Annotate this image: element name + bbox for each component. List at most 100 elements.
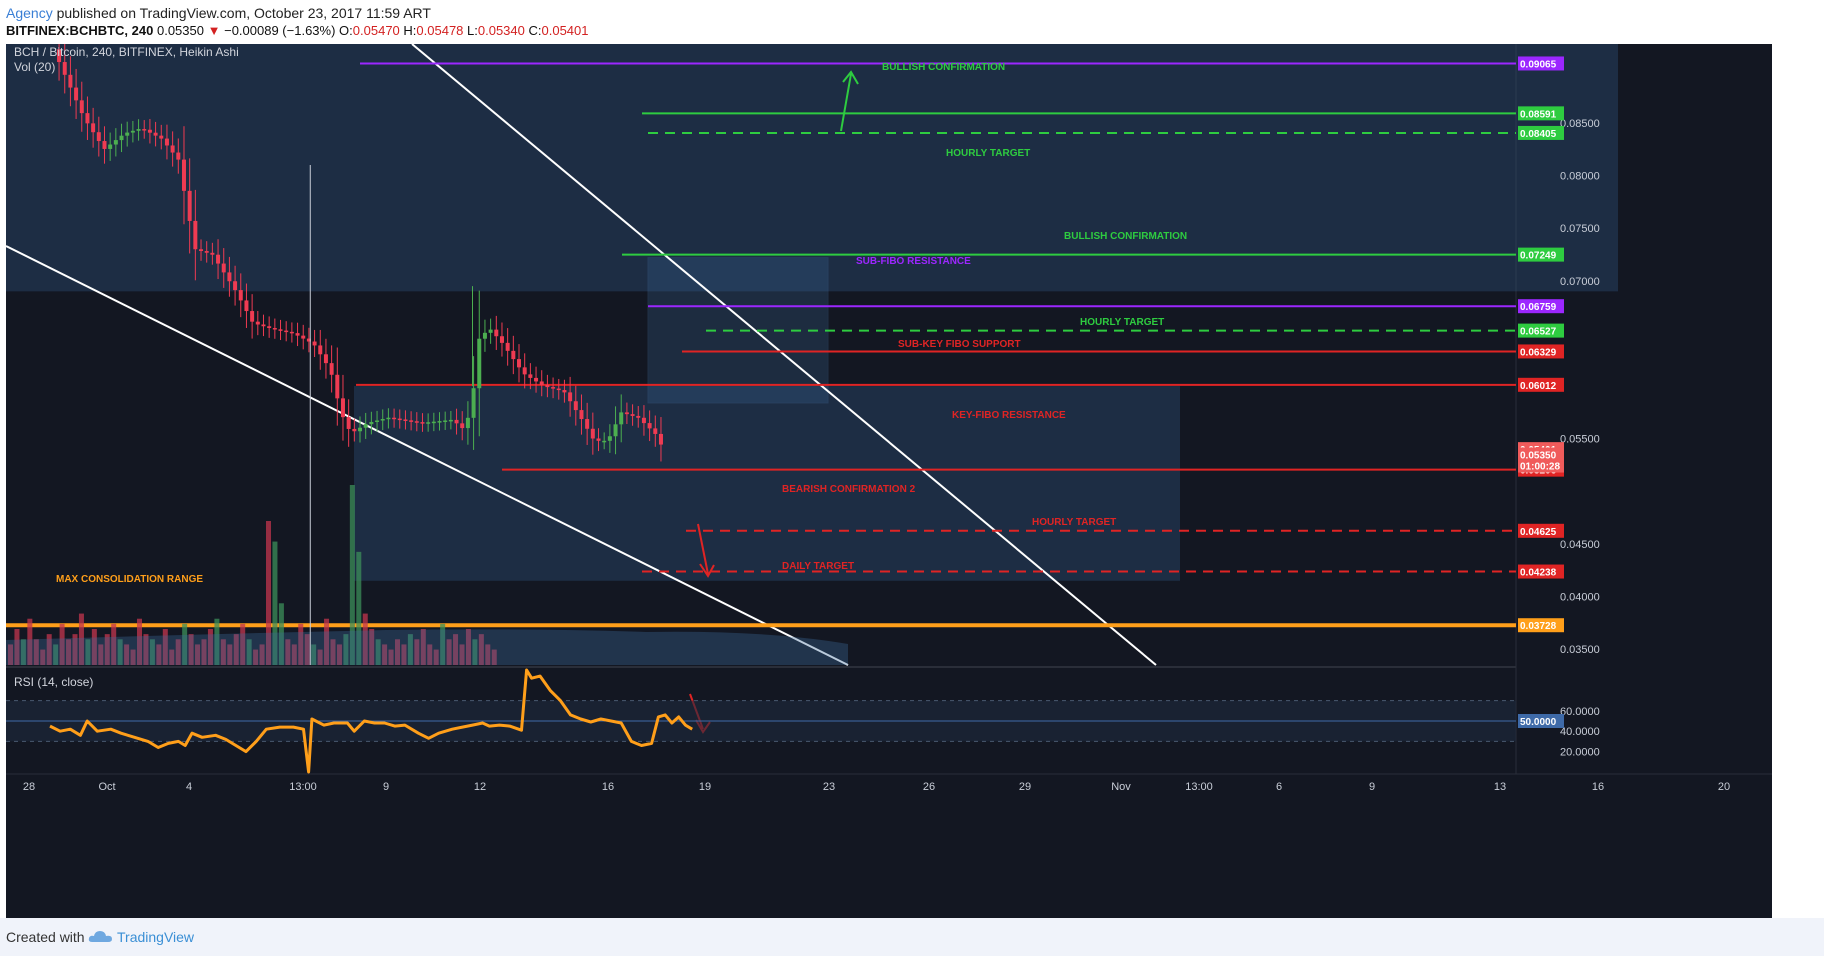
- volume-bar: [440, 623, 446, 665]
- candle-body: [119, 135, 124, 141]
- candle-body: [147, 129, 152, 133]
- publish-info: Agency published on TradingView.com, Oct…: [6, 5, 431, 21]
- candle-body: [522, 367, 527, 375]
- level-price-tag: [1518, 299, 1564, 314]
- volume-bar: [433, 649, 439, 665]
- annotation-label: BULLISH CONFIRMATION: [1064, 231, 1187, 242]
- level-price-tag: [1518, 125, 1564, 140]
- candle-body: [261, 324, 266, 327]
- time-tick-label: 9: [383, 781, 389, 793]
- candle-body: [454, 419, 459, 424]
- candle-body: [511, 350, 516, 360]
- volume-bar: [491, 649, 497, 665]
- candle-body: [62, 62, 67, 75]
- price-scale-background: [1516, 44, 1772, 918]
- volume-bar: [104, 634, 110, 665]
- candle-body: [534, 377, 539, 382]
- level-price-label: 0.08405: [1520, 129, 1557, 140]
- candle-body: [136, 129, 141, 131]
- volume-bar: [485, 644, 491, 665]
- candle-body: [397, 418, 402, 421]
- candle-body: [289, 331, 294, 334]
- candle-body: [216, 254, 221, 264]
- candle-body: [437, 421, 442, 423]
- annotation-label: HOURLY TARGET: [1032, 517, 1116, 528]
- time-tick-label: 28: [23, 781, 35, 793]
- candle-body: [386, 417, 391, 420]
- author-link[interactable]: Agency: [6, 5, 53, 21]
- level-price-label: 0.03728: [1520, 621, 1557, 632]
- volume-bar: [124, 644, 130, 665]
- volume-bar: [311, 644, 317, 665]
- price-tick-label: 0.04000: [1560, 592, 1600, 604]
- volume-bar: [78, 613, 84, 665]
- candle-body: [323, 354, 328, 364]
- volume-bar: [59, 623, 65, 665]
- chart-area[interactable]: 0.03500 0.04000 0.04500 0.05500 0.07000 0.075…: [6, 44, 1772, 918]
- created-with-label: Created with: [6, 929, 85, 945]
- volume-bar: [40, 649, 46, 665]
- candle-body: [244, 300, 249, 312]
- volume-bar: [27, 618, 33, 665]
- candle-body: [414, 421, 419, 423]
- candle-body: [443, 420, 448, 422]
- candle-body: [267, 326, 272, 329]
- candle-body: [551, 387, 556, 389]
- annotation-label: HOURLY TARGET: [946, 148, 1030, 159]
- candle-body: [250, 311, 255, 322]
- change-arrow: ▼: [207, 23, 221, 38]
- candle-body: [352, 428, 357, 432]
- volume-bar: [369, 629, 375, 665]
- volume-bar: [195, 644, 201, 665]
- volume-bar: [330, 639, 336, 665]
- volume-bar: [91, 629, 97, 665]
- high-value: 0.05478: [416, 23, 464, 38]
- level-price-tag: [1518, 618, 1564, 633]
- candle-body: [295, 333, 300, 336]
- close-label: C:: [528, 23, 542, 38]
- candle-body: [403, 419, 408, 421]
- candle-body: [641, 417, 646, 424]
- candle-body: [102, 141, 107, 149]
- chart-canvas[interactable]: 0.03500 0.04000 0.04500 0.05500 0.07000 0.075…: [6, 44, 1772, 918]
- annotation-label: BEARISH CONFIRMATION 2: [782, 484, 916, 495]
- time-tick-label: Nov: [1111, 781, 1131, 793]
- candle-body: [125, 132, 130, 136]
- candle-body: [176, 152, 181, 160]
- tradingview-link[interactable]: TradingView: [117, 929, 195, 945]
- volume-bar: [98, 644, 104, 665]
- trendline-lower: [6, 245, 849, 666]
- volume-bar: [227, 644, 233, 665]
- candle-body: [108, 144, 113, 149]
- rsi-tick-label: 20.0000: [1560, 747, 1600, 759]
- low-label: L:: [467, 23, 478, 38]
- candle-body: [187, 190, 192, 221]
- candle-body: [210, 252, 215, 255]
- volume-bar: [401, 644, 407, 665]
- volume-bar: [278, 603, 284, 665]
- volume-bar: [233, 634, 239, 665]
- last-price: 0.05350: [156, 23, 204, 38]
- candle-body: [284, 330, 289, 333]
- volume-bar: [298, 623, 304, 665]
- time-tick-label: 29: [1019, 781, 1031, 793]
- volume-bar: [362, 613, 368, 665]
- volume-bar: [246, 639, 252, 665]
- volume-bar: [324, 618, 330, 665]
- candle-body: [130, 130, 135, 133]
- volume-bar: [137, 618, 142, 665]
- candle-body: [96, 132, 101, 142]
- time-tick-label: 9: [1369, 781, 1375, 793]
- volume-bar: [478, 634, 484, 665]
- candle-body: [658, 433, 663, 445]
- time-tick-label: 13:00: [289, 781, 317, 793]
- candle-body: [375, 420, 380, 422]
- candle-body: [465, 417, 470, 429]
- time-tick-label: 6: [1276, 781, 1282, 793]
- price-tick-label: 0.07500: [1560, 223, 1600, 235]
- volume-bar: [201, 639, 207, 665]
- candle-body: [318, 345, 323, 355]
- volume-bar: [162, 629, 168, 665]
- volume-bar: [395, 639, 400, 665]
- open-value: 0.05470: [352, 23, 400, 38]
